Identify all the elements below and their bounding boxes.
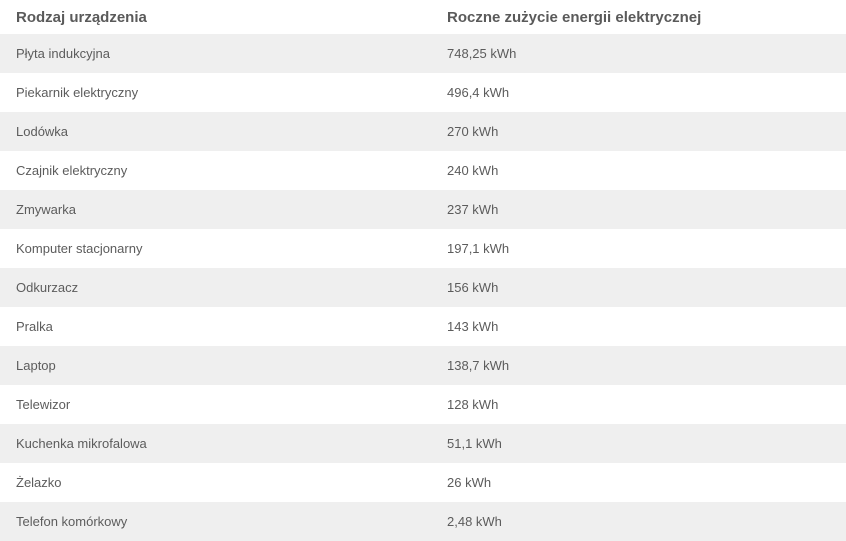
consumption-cell: 26 kWh [447, 475, 492, 490]
device-name-cell: Telefon komórkowy [16, 514, 128, 529]
device-name-cell: Pralka [16, 319, 53, 334]
table-header-row: Rodzaj urządzenia Roczne zużycie energii… [0, 0, 846, 34]
table-row: Zmywarka 237 kWh [0, 190, 846, 229]
consumption-cell: 197,1 kWh [447, 241, 510, 256]
device-name-cell: Komputer stacjonarny [16, 241, 143, 256]
device-name-cell: Lodówka [16, 124, 69, 139]
table-row: Telefon komórkowy 2,48 kWh [0, 502, 846, 541]
header-device-type: Rodzaj urządzenia [16, 8, 147, 26]
consumption-cell: 156 kWh [447, 280, 499, 295]
consumption-cell: 270 kWh [447, 124, 499, 139]
device-name-cell: Telewizor [16, 397, 71, 412]
table-row: Płyta indukcyjna 748,25 kWh [0, 34, 846, 73]
device-name-cell: Zmywarka [16, 202, 76, 217]
table-row: Komputer stacjonarny 197,1 kWh [0, 229, 846, 268]
device-name-cell: Żelazko [16, 475, 62, 490]
table-row: Pralka 143 kWh [0, 307, 846, 346]
table-row: Kuchenka mikrofalowa 51,1 kWh [0, 424, 846, 463]
consumption-cell: 143 kWh [447, 319, 499, 334]
table-row: Żelazko 26 kWh [0, 463, 846, 502]
consumption-cell: 138,7 kWh [447, 358, 510, 373]
consumption-cell: 240 kWh [447, 163, 499, 178]
consumption-cell: 2,48 kWh [447, 514, 502, 529]
table-row: Czajnik elektryczny 240 kWh [0, 151, 846, 190]
device-name-cell: Płyta indukcyjna [16, 46, 110, 61]
device-name-cell: Czajnik elektryczny [16, 163, 128, 178]
consumption-cell: 748,25 kWh [447, 46, 517, 61]
consumption-cell: 51,1 kWh [447, 436, 502, 451]
table-row: Odkurzacz 156 kWh [0, 268, 846, 307]
table-row: Piekarnik elektryczny 496,4 kWh [0, 73, 846, 112]
device-name-cell: Laptop [16, 358, 56, 373]
table-row: Laptop 138,7 kWh [0, 346, 846, 385]
table-row: Lodówka 270 kWh [0, 112, 846, 151]
device-name-cell: Piekarnik elektryczny [16, 85, 139, 100]
consumption-cell: 496,4 kWh [447, 85, 510, 100]
device-name-cell: Kuchenka mikrofalowa [16, 436, 147, 451]
table-row: Telewizor 128 kWh [0, 385, 846, 424]
header-annual-consumption: Roczne zużycie energii elektrycznej [447, 8, 702, 26]
consumption-cell: 128 kWh [447, 397, 499, 412]
device-name-cell: Odkurzacz [16, 280, 79, 295]
consumption-cell: 237 kWh [447, 202, 499, 217]
